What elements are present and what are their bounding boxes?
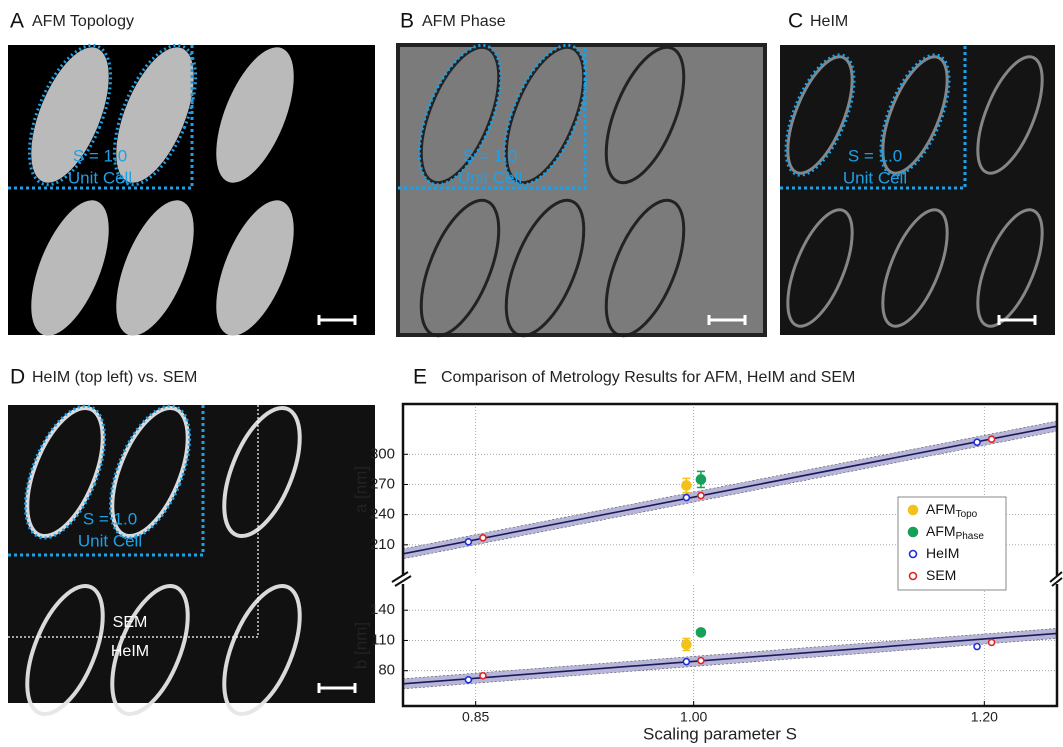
data-point (480, 535, 486, 541)
legend-name: HeIM (926, 545, 959, 561)
legend-subscript: Phase (956, 531, 985, 542)
data-point (683, 495, 689, 501)
data-point (465, 677, 471, 683)
y-tick-label: 80 (378, 662, 395, 679)
data-point (696, 475, 705, 484)
legend-name: AFM (926, 501, 956, 517)
data-point (480, 673, 486, 679)
y-tick-label: 270 (370, 475, 395, 492)
data-point (696, 628, 705, 637)
chart-title: Comparison of Metrology Results for AFM,… (441, 369, 855, 386)
legend-name: SEM (926, 567, 956, 583)
x-axis-label: Scaling parameter S (643, 724, 797, 743)
split-label: HeIM (111, 643, 149, 660)
split-label: SEM (113, 614, 148, 631)
legend-marker (909, 506, 918, 515)
panel-letter: C (788, 10, 803, 33)
panel-title: HeIM (810, 13, 848, 30)
data-point (989, 639, 995, 645)
legend-subscript: Topo (956, 509, 978, 520)
legend-marker (909, 528, 918, 537)
data-point (682, 481, 691, 490)
x-tick-label: 1.20 (971, 709, 998, 725)
annotation: S = 1.0 (83, 509, 137, 528)
y-tick-label: 240 (370, 506, 395, 523)
panel-title: AFM Topology (32, 13, 134, 30)
legend-name: AFM (926, 523, 956, 539)
annotation: S = 1.0 (463, 146, 517, 165)
data-point (974, 439, 980, 445)
legend-marker (910, 551, 917, 558)
y-tick-label: 300 (370, 445, 395, 462)
image-background (780, 45, 1055, 335)
y-axis-label: a [nm] (351, 466, 370, 513)
annotation: S = 1.0 (73, 146, 127, 165)
data-point (989, 436, 995, 442)
data-point (698, 493, 704, 499)
annotation: Unit Cell (78, 531, 142, 550)
data-point (465, 539, 471, 545)
fit (403, 628, 1057, 689)
fit-line (403, 633, 1057, 683)
image-panel: S = 1.0 Unit Cell (398, 34, 765, 346)
annotation: Unit Cell (843, 168, 907, 187)
legend-marker (910, 573, 917, 580)
x-tick-label: 0.85 (462, 709, 489, 725)
data-point (683, 659, 689, 665)
panel-title: HeIM (top left) vs. SEM (32, 369, 197, 386)
panel-letter: B (400, 10, 414, 33)
y-tick-label: 110 (371, 631, 395, 648)
annotation: Unit Cell (68, 168, 132, 187)
figure: S = 1.0 Unit Cell A AFM Topology S = 1.0 Unit… (0, 0, 1063, 747)
data-point (682, 640, 691, 649)
annotation: Unit Cell (458, 168, 522, 187)
annotation: S = 1.0 (848, 146, 902, 165)
y-tick-label: 140 (370, 601, 395, 618)
y-tick-label: 210 (370, 536, 395, 553)
data-point (974, 644, 980, 650)
y-axis-label: b [nm] (351, 622, 370, 669)
data-point (698, 658, 704, 664)
image-panel: S = 1.0 Unit Cell (8, 34, 375, 346)
image-panel: S = 1.0 Unit Cell (772, 45, 1056, 335)
panel-letter: E (413, 366, 427, 389)
legend-label: HeIM (926, 545, 959, 561)
panel-letter: A (10, 10, 24, 33)
image-panel: S = 1.0 Unit Cell (8, 395, 375, 724)
x-tick-label: 1.00 (680, 709, 707, 725)
legend-label: SEM (926, 567, 956, 583)
image-background (398, 45, 765, 335)
panel-letter: D (10, 366, 25, 389)
panel-title: AFM Phase (422, 13, 506, 30)
